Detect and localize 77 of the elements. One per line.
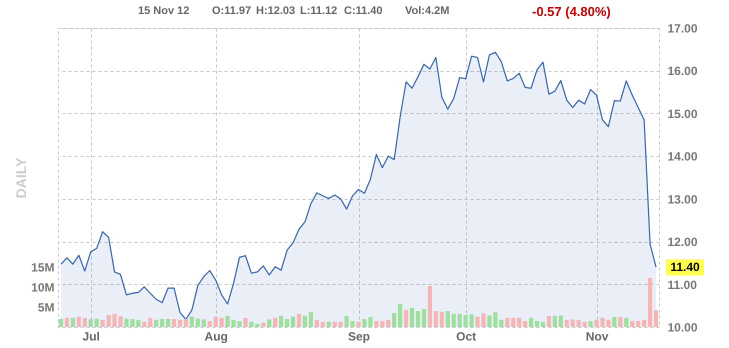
y2-tick-label: 14.00 xyxy=(668,150,698,164)
bar xyxy=(302,316,308,327)
bar xyxy=(231,320,236,327)
bar xyxy=(237,321,242,327)
bar xyxy=(166,319,170,327)
bar xyxy=(588,321,593,327)
x-tick-label: Oct xyxy=(456,330,476,344)
bar xyxy=(112,314,117,327)
bar xyxy=(284,319,290,327)
y2-tick-label: 11.00 xyxy=(668,278,698,292)
bar xyxy=(261,322,266,327)
bar xyxy=(308,312,313,327)
y-tick-label: 15M xyxy=(31,260,55,275)
text: L:11.12 xyxy=(300,5,338,17)
bar xyxy=(428,286,432,327)
bar xyxy=(540,322,546,327)
bar xyxy=(534,321,540,327)
bar xyxy=(326,322,331,327)
text: 11.40 xyxy=(670,260,700,274)
bar xyxy=(124,318,129,327)
bar xyxy=(178,320,182,327)
y2-tick-label: 13.00 xyxy=(668,192,698,206)
bar xyxy=(118,316,123,327)
bar xyxy=(416,311,420,327)
x-tick-label: Sep xyxy=(348,330,370,344)
bar xyxy=(344,316,349,327)
bar xyxy=(648,278,652,327)
bar xyxy=(362,319,367,327)
bar xyxy=(368,317,372,327)
y2-tick-label: 16.00 xyxy=(668,64,698,78)
x-tick-label: Nov xyxy=(586,330,609,344)
bar xyxy=(606,320,611,327)
bar xyxy=(184,318,188,327)
x-tick-label: Jul xyxy=(82,330,100,344)
bar xyxy=(410,308,414,327)
bar xyxy=(58,319,64,327)
y2-tick-label: 15.00 xyxy=(668,106,698,121)
y-tick-label: 10M xyxy=(31,280,55,295)
bar xyxy=(279,316,284,327)
text: O:11.97 xyxy=(212,5,252,17)
bar xyxy=(487,315,492,327)
bar xyxy=(350,321,355,327)
bar xyxy=(594,320,599,327)
bar xyxy=(618,317,622,327)
bar xyxy=(290,316,296,327)
text: H:12.03 xyxy=(256,5,296,17)
x-tick-label: Aug xyxy=(204,330,228,344)
bar xyxy=(600,318,605,327)
bar xyxy=(356,322,361,327)
bar xyxy=(225,316,230,327)
y2-tick-label: 10.00 xyxy=(668,320,698,334)
bar xyxy=(475,316,480,327)
bar xyxy=(64,318,70,327)
bar xyxy=(528,318,534,327)
bar xyxy=(296,314,302,327)
bar xyxy=(612,317,616,327)
bar xyxy=(267,319,272,327)
text: 15 Nov 12 xyxy=(138,5,190,17)
bar xyxy=(422,309,426,327)
bar xyxy=(481,313,486,327)
bar xyxy=(654,310,658,327)
bar xyxy=(70,318,75,327)
text: -0.57 (4.80%) xyxy=(532,4,611,19)
y2-tick-label: 12.00 xyxy=(668,235,698,250)
bar xyxy=(624,318,628,327)
text: C:11.40 xyxy=(344,5,383,17)
y2-tick-label: 17.00 xyxy=(668,22,698,36)
bar xyxy=(106,315,111,327)
bar xyxy=(273,318,278,327)
bar xyxy=(100,320,105,327)
bar xyxy=(404,310,408,327)
bar xyxy=(172,319,176,327)
bar xyxy=(243,318,248,327)
text: Vol:4.2M xyxy=(405,5,450,17)
y-tick-label: 5M xyxy=(38,300,54,315)
bar xyxy=(546,316,552,327)
bar xyxy=(469,314,474,327)
